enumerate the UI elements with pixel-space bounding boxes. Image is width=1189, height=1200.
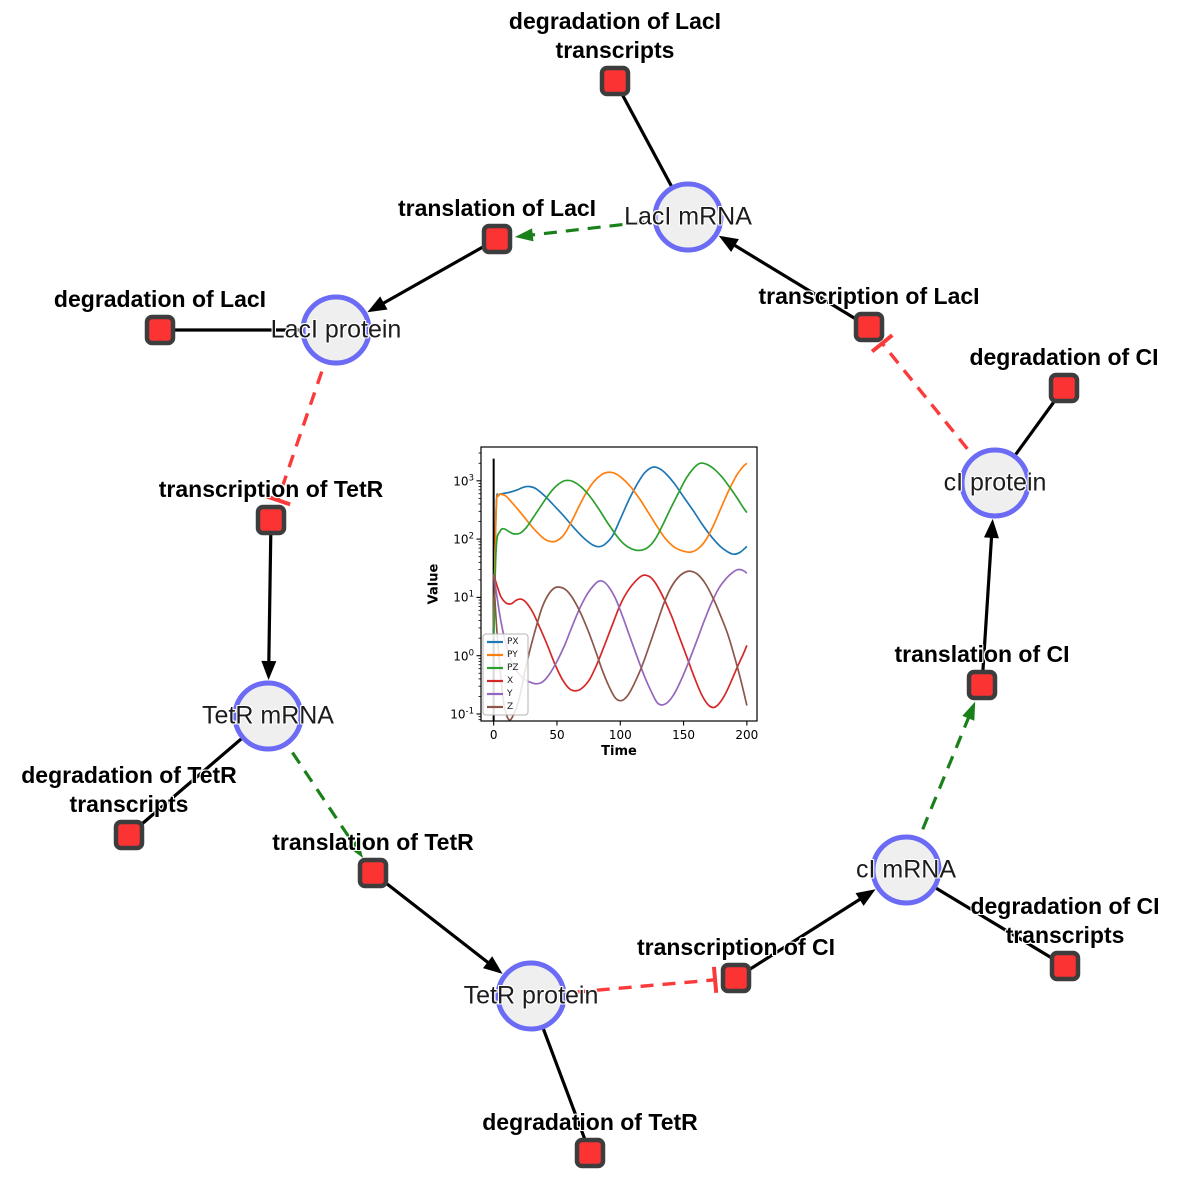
- chart-series-X: [492, 573, 748, 709]
- species-label-LacI-mRNA: LacI mRNA: [624, 202, 752, 231]
- edge-translation-of-LacI-to-LacI-protein: [367, 237, 498, 313]
- x-tick-label: 200: [735, 728, 759, 742]
- y-axis-label: Value: [426, 563, 442, 605]
- y-tick-label: 103: [453, 473, 474, 489]
- legend-label-PZ: PZ: [507, 663, 519, 673]
- inhibition-tbar-icon: [711, 966, 719, 993]
- reaction-label-line: degradation of TetR: [482, 1109, 698, 1135]
- reaction-label-line: translation of TetR: [272, 829, 474, 855]
- timeseries-chart: 10-1 100 101 102 103 0 50 100 150 200 PX PY PZ X Y Z Tim…: [425, 438, 770, 760]
- x-tick-label: 50: [549, 728, 565, 742]
- reaction-node-transcription-of-CI[interactable]: [720, 962, 752, 994]
- legend-label-Y: Y: [507, 689, 513, 699]
- chart-legend-box: [482, 633, 529, 716]
- reaction-label-degradation-of-TetR-transcripts: degradation of TetR transcripts: [21, 761, 237, 819]
- reaction-node-transcription-of-LacI[interactable]: [853, 311, 885, 343]
- reaction-label-line: translation of LacI: [397, 195, 597, 221]
- species-node-TetR-mRNA[interactable]: [232, 680, 304, 752]
- reaction-node-degradation-of-TetR[interactable]: [574, 1137, 606, 1169]
- species-node-TetR-protein[interactable]: [495, 960, 567, 1032]
- reaction-label-line: translation of CI: [894, 641, 1070, 667]
- reaction-node-degradation-of-LacI-transcripts[interactable]: [599, 65, 631, 97]
- modifier-arrowhead-icon: [962, 701, 976, 721]
- species-node-LacI-mRNA[interactable]: [652, 181, 724, 253]
- species-label-TetR-mRNA: TetR mRNA: [202, 701, 334, 730]
- arrowhead-icon: [482, 956, 503, 974]
- chart-series-PY: [492, 462, 748, 628]
- reaction-label-degradation-of-LacI-transcripts: degradation of LacI transcripts: [509, 7, 721, 65]
- x-tick-label: 0: [489, 728, 498, 742]
- legend-label-PX: PX: [507, 637, 519, 647]
- inhibition-tbar-icon: [870, 333, 894, 354]
- reaction-label-transcription-of-TetR: transcription of TetR: [159, 475, 383, 504]
- reaction-label-line: degradation of LacI: [53, 286, 267, 312]
- reaction-label-degradation-of-TetR: degradation of TetR: [482, 1108, 698, 1137]
- reaction-label-degradation-of-CI: degradation of CI: [969, 343, 1158, 372]
- reaction-label-line: transcripts: [1005, 922, 1125, 948]
- y-tick-label: 102: [453, 531, 474, 547]
- reaction-label-transcription-of-LacI: transcription of LacI: [758, 282, 979, 311]
- reaction-label-line: degradation of TetR: [21, 762, 237, 788]
- reaction-node-degradation-of-CI-transcripts[interactable]: [1049, 950, 1081, 982]
- edge-transcription-of-LacI-to-LacI-mRNA: [718, 235, 870, 329]
- species-label-LacI-protein: LacI protein: [270, 315, 402, 344]
- reaction-label-translation-of-LacI: translation of LacI: [398, 194, 596, 223]
- reaction-label-degradation-of-CI-transcripts: degradation of CI transcripts: [970, 892, 1159, 950]
- reaction-node-degradation-of-LacI[interactable]: [144, 314, 176, 346]
- reaction-node-degradation-of-CI[interactable]: [1048, 372, 1080, 404]
- legend-label-X: X: [507, 676, 514, 686]
- reaction-label-line: transcripts: [555, 37, 675, 63]
- reaction-label-line: transcription of TetR: [158, 476, 384, 502]
- chart-series-PX: [492, 466, 748, 628]
- reaction-node-translation-of-LacI[interactable]: [481, 223, 513, 255]
- reaction-label-line: transcription of CI: [636, 934, 836, 960]
- arrowhead-icon: [855, 889, 876, 906]
- species-node-cI-protein[interactable]: [959, 447, 1031, 519]
- edge-translation-of-TetR-to-TetR-protein: [372, 871, 503, 974]
- x-axis-label: Time: [601, 744, 637, 759]
- reaction-label-line: transcription of LacI: [758, 283, 980, 309]
- reaction-node-translation-of-CI[interactable]: [966, 669, 998, 701]
- x-tick-label: 100: [608, 728, 632, 742]
- chart-series-Z: [492, 570, 748, 721]
- chart-series-PZ: [492, 462, 748, 639]
- arrowhead-icon: [718, 235, 739, 252]
- chart-axes-box: [480, 446, 758, 722]
- species-label-cI-mRNA: cI mRNA: [856, 855, 956, 884]
- y-tick-label: 101: [453, 589, 474, 605]
- reaction-label-transcription-of-CI: transcription of CI: [637, 933, 835, 962]
- inhibition-tbar-icon: [264, 494, 291, 507]
- species-label-TetR-protein: TetR protein: [463, 981, 599, 1010]
- modifier-arrowhead-icon: [347, 839, 363, 859]
- edge-transcription-of-CI-to-cI-mRNA: [735, 889, 876, 980]
- species-label-cI-protein: cI protein: [943, 468, 1047, 497]
- y-tick-label: 100: [453, 648, 474, 664]
- reaction-label-line: degradation of LacI: [508, 8, 722, 34]
- reaction-node-degradation-of-TetR-transcripts[interactable]: [113, 819, 145, 851]
- species-node-LacI-protein[interactable]: [300, 294, 372, 366]
- x-tick-label: 150: [672, 728, 696, 742]
- arrowhead-icon: [261, 660, 277, 681]
- reaction-label-line: transcripts: [69, 791, 189, 817]
- reaction-label-translation-of-CI: translation of CI: [894, 640, 1069, 669]
- reaction-node-transcription-of-TetR[interactable]: [255, 504, 287, 536]
- legend-label-PY: PY: [507, 650, 518, 660]
- edge-translation-of-CI-to-cI-protein: [980, 518, 999, 686]
- legend-label-Z: Z: [507, 702, 514, 712]
- chart-plot-area: [476, 446, 758, 726]
- reaction-node-translation-of-TetR[interactable]: [357, 857, 389, 889]
- reaction-label-translation-of-TetR: translation of TetR: [272, 828, 473, 857]
- arrowhead-icon: [983, 518, 999, 539]
- reaction-label-line: degradation of CI: [969, 344, 1159, 370]
- arrowhead-icon: [367, 296, 388, 313]
- reaction-label-line: degradation of CI: [970, 893, 1160, 919]
- modifier-arrowhead-icon: [514, 228, 534, 242]
- species-node-cI-mRNA[interactable]: [870, 834, 942, 906]
- reaction-label-degradation-of-LacI: degradation of LacI: [54, 285, 266, 314]
- edge-transcription-of-TetR-to-TetR-mRNA: [261, 519, 277, 681]
- y-tick-label: 10-1: [450, 706, 474, 722]
